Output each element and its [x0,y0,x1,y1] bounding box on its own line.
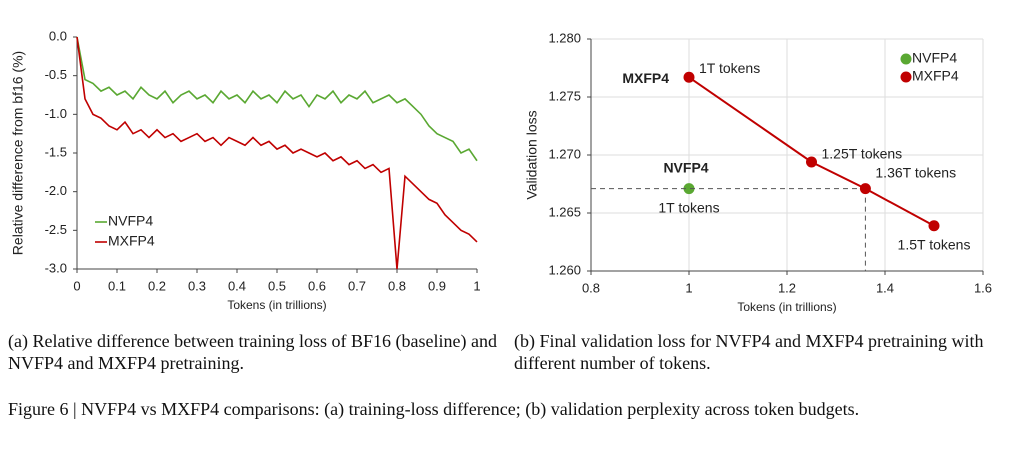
y-tick-label: -1.5 [45,144,67,159]
x-tick-label: 1 [685,280,692,295]
y-tick-label: -2.0 [45,183,67,198]
y-tick-label: 0.0 [49,28,67,43]
x-tick-label: 0.3 [188,278,206,293]
y-tick-label: -2.5 [45,222,67,237]
line [76,36,478,162]
point-label: 1.36T tokens [875,164,956,180]
y-axis-label: Relative difference from bf16 (%) [10,51,26,255]
x-tick-label: 0.6 [308,278,326,293]
y-tick-label: -0.5 [45,67,67,82]
x-tick-label: 1.6 [974,280,992,295]
point [683,183,695,195]
legend-label: NVFP4 [108,213,153,229]
point-label: 1T tokens [658,199,719,215]
y-tick-label: 1.280 [548,30,581,45]
x-tick-label: 1.2 [778,280,796,295]
figure: 0.0 -0.5 -1.0 -1.5 -2.0 -2.5 -3.0 0 0.1 0.2 0.3 0.4… [10,28,992,314]
line [76,36,478,270]
legend-label: NVFP4 [912,50,957,66]
y-tick-label: -3.0 [45,260,67,275]
y-tick-label: 1.275 [548,88,581,103]
x-axis-label: Tokens (in trillions) [227,298,326,312]
x-tick-label: 1.4 [876,280,894,295]
caption-b: (b) Final validation loss for NVFP4 and … [514,331,984,373]
point [683,71,695,83]
legend-label: MXFP4 [912,68,959,84]
x-axis-label: Tokens (in trillions) [737,300,836,314]
x-tick-label: 1 [473,278,480,293]
point-label: 1.5T tokens [898,236,971,252]
x-tick-label: 0.7 [348,278,366,293]
legend-label: MXFP4 [108,233,155,249]
x-tick-label: 0 [73,278,80,293]
x-tick-label: 0.2 [148,278,166,293]
caption-a: (a) Relative difference between training… [8,331,497,373]
point [806,156,817,168]
x-tick-label: 0.4 [228,278,246,293]
y-tick-label: 1.270 [548,146,581,161]
series-annotation: MXFP4 [622,70,669,86]
legend-swatch [900,53,912,65]
series-annotation: NVFP4 [663,159,708,175]
point-label: 1T tokens [699,60,760,76]
figure-caption: Figure 6 | NVFP4 vs MXFP4 comparisons: (… [8,399,860,419]
x-tick-label: 0.5 [268,278,286,293]
line [688,76,935,227]
y-tick-label: 1.265 [548,204,581,219]
point [928,220,940,232]
x-tick-label: 0.9 [428,278,446,293]
x-tick-label: 0.1 [108,278,126,293]
y-tick-label: 1.260 [548,262,581,277]
x-tick-label: 0.8 [582,280,600,295]
point [859,183,871,195]
y-axis-label: Validation loss [524,110,540,199]
legend-swatch [900,71,912,83]
y-tick-label: -1.0 [45,106,67,121]
point-label: 1.25T tokens [822,146,903,162]
x-tick-label: 0.8 [388,278,406,293]
